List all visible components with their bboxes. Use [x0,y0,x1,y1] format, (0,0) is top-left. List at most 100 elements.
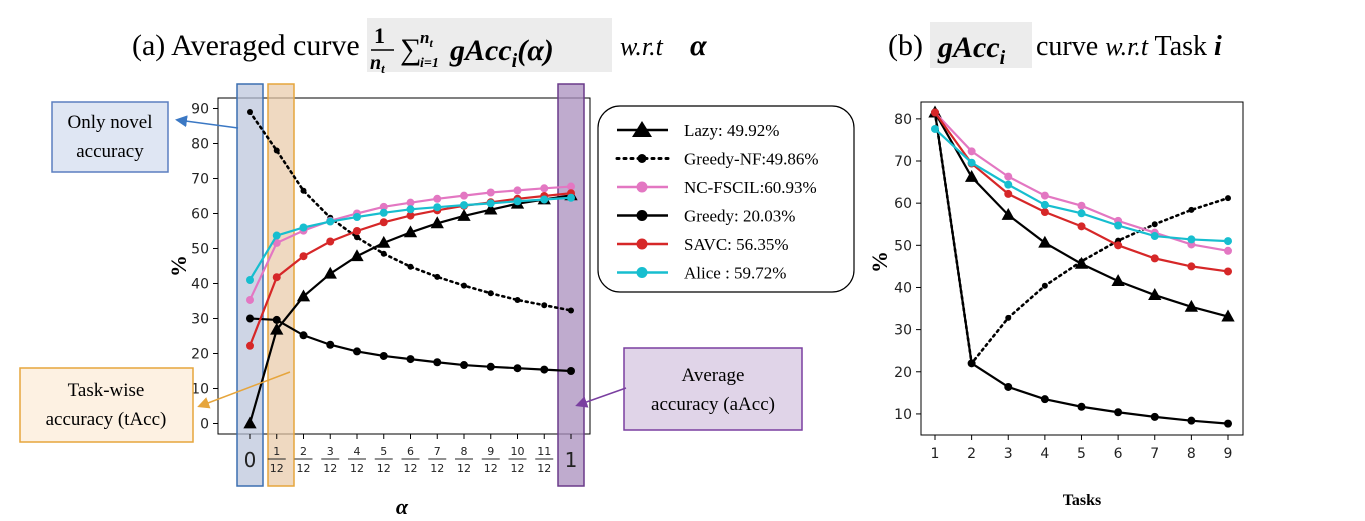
chart-a-series-alice-point [406,205,415,214]
chart-a-xtick-numerator: 2 [300,445,307,458]
chart-a-xtick-label: 212 [294,445,313,475]
chart-a-series-greedy-nf-point [568,307,574,314]
chart-a-series-greedy-point [486,362,495,371]
chart-b-series-greedy-point [967,359,976,368]
chart-a-series-lazy-point [430,216,444,229]
chart-a-series-lazy-point [403,225,418,238]
chart-a-xtick-denominator: 12 [350,462,364,475]
chart-a-xtick-numerator: 10 [511,445,525,458]
chart-b-ytick-label: 40 [894,280,912,296]
chart-b-xtick-label: 4 [1040,446,1049,462]
chart-a-series-lazy-point [296,289,311,302]
callout-average: Average accuracy (aAcc) [575,347,803,431]
legend-greedy-nf-marker [637,154,647,163]
chart-a-series-savc-point [246,341,254,350]
chart-a-xtick-denominator: 12 [457,462,471,475]
chart-a-series-greedy-nf-point [273,147,280,154]
chart-a-series-nc-fscil-point [486,188,495,197]
chart-b-series-lazy-point [1111,274,1125,287]
chart-b-series-alice-point [1224,237,1232,246]
chart-b-series-alice-point [1187,235,1196,244]
chart-a-series-alice-point [540,195,549,204]
chart-a-series-greedy-point [433,358,442,367]
chart-a-xtick-label: 712 [428,445,447,475]
callout-only-novel-arrow [175,115,239,129]
chart-b-series-lazy-point [1001,207,1015,220]
chart-b-series-savc-point [1150,254,1159,263]
chart-a-series-greedy-nf-point [461,282,467,289]
chart-b-series-savc-line [934,111,1229,273]
chart-a-xtick-denominator: 12 [377,462,391,475]
chart-b-series-alice-point [1004,180,1013,189]
svg-text:gAcci(α): gAcci(α) [449,34,554,72]
chart-b-series-alice-point [1077,209,1086,218]
chart-b-xtick-label: 6 [1114,446,1123,462]
callout-average-arrow [575,387,627,408]
chart-a-series-nc-fscil-point [379,202,388,211]
chart-b-series-greedy-point [1150,412,1159,421]
chart-b: 10 20 30 40 50 60 70 80 1 2 3 4 5 6 7 8 9 % Tasks [867,101,1244,509]
chart-b-series-nc-fscil-point [1040,191,1049,200]
chart-a-series-savc-point [299,252,308,261]
chart-b-ytick-label: 50 [894,238,912,254]
callout-only-novel-line1: Only novel [68,112,153,133]
callout-task-wise-line2: accuracy (tAcc) [46,409,167,430]
chart-a-ylabel: % [166,255,191,277]
chart-a-title: (a) Averaged curve 1 nt ∑ nt i=1 gAcci(α… [132,18,707,76]
formula-b-highlight [930,22,1032,68]
chart-a-series-greedy-point [272,315,281,324]
chart-a-xtick-denominator: 12 [270,462,284,475]
chart-a-xtick-numerator: 9 [487,445,494,458]
chart-b-series-greedy-point [1004,382,1013,391]
chart-a-series-greedy-point [540,365,549,374]
callout-only-novel-line2: accuracy [76,141,144,162]
chart-b-ylabel: % [867,251,892,273]
callout-task-wise-box [19,367,194,443]
chart-b-xlabel: Tasks [1063,492,1102,509]
chart-a-xtick-numerator: 1 [273,445,280,458]
chart-b-xtick-label: 3 [1004,446,1013,462]
chart-a-series-alice-point [460,201,468,210]
chart-b-xtick-label: 1 [931,446,940,462]
chart-a-series-greedy-point [299,331,308,340]
chart-a-series-greedy-nf-point [300,187,307,194]
chart-b-series-greedy-point [1114,408,1123,417]
chart-a-series-greedy-point [460,361,468,370]
chart-a-series-alice-point [433,203,442,212]
chart-a-series-alice-point [513,197,522,206]
callout-average-line1: Average [682,365,745,386]
legend-savc-label: SAVC: 56.35% [684,235,789,254]
legend-alice-marker [636,267,648,278]
chart-b-series-savc-point [1114,241,1123,250]
chart-a-title-alpha: α [690,29,707,62]
chart-b-title-suffix: curve w.r.t Task i [1036,31,1222,62]
chart-b-series-greedy-point [1187,416,1196,425]
chart-b-series-savc-point [1004,189,1013,198]
legend-lazy-marker [632,121,652,137]
chart-a-xlabel: α [396,494,409,519]
chart-a-series-greedy-nf-point [434,273,441,280]
chart-a-xtick-denominator: 12 [297,462,311,475]
chart-b-ytick-label: 70 [894,154,912,170]
chart-a-series-savc-point [326,237,335,246]
chart-a-series-nc-fscil-point [513,186,522,195]
chart-b-series-nc-fscil-point [1224,246,1232,255]
chart-a-series-lazy-point [350,249,364,262]
chart-a-series-lazy-point [270,322,284,335]
chart-a-xtick-numerator: 4 [354,445,361,458]
chart-a-series-greedy-nf-point [407,263,414,270]
legend-greedy-label: Greedy: 20.03% [684,207,795,226]
chart-a-series-lazy-point [323,266,337,279]
callout-only-novel-box [51,101,169,173]
chart-b-series-savc-point [1187,262,1196,271]
chart-a-series-alice-point [326,217,335,226]
chart-a-plot-area [217,97,591,435]
chart-a-xtick-denominator: 12 [404,462,418,475]
chart-b-title: (b) gAcci curve w.r.t Task i [888,22,1222,69]
chart-a-series-greedy-point [326,340,335,349]
legend-greedy-marker [636,210,648,221]
callout-average-box [623,347,803,431]
chart-a-series-nc-fscil-point [567,182,575,191]
chart-a-series-nc-fscil-point [406,198,415,207]
